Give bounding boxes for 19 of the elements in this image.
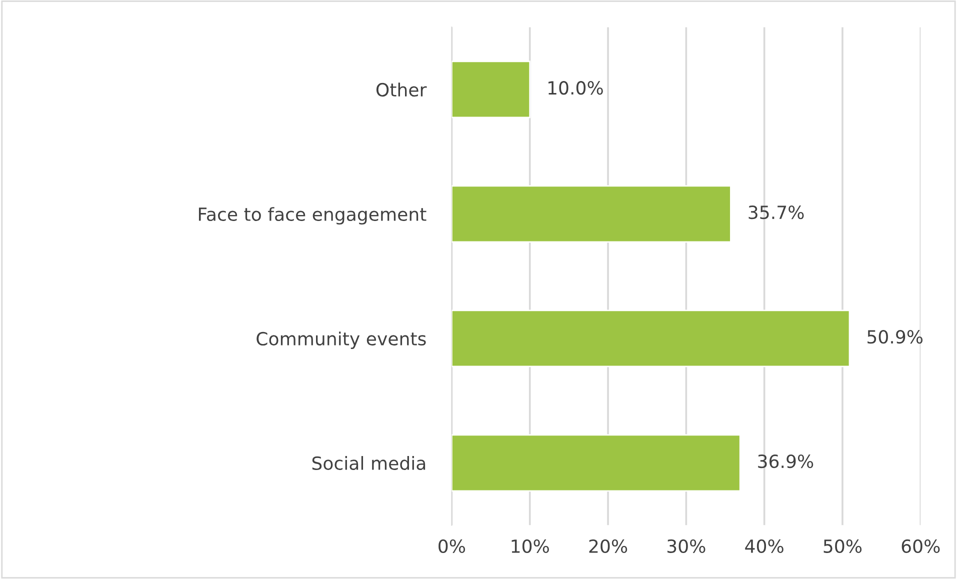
x-tick-label: 10% [512,539,549,554]
y-tick-label: Community events [256,332,426,350]
y-tick-label: Face to face engagement [198,207,426,225]
bar [452,60,531,118]
x-tick-label: 0% [438,539,466,554]
data-label: 35.7% [748,206,804,220]
data-label: 50.9% [868,330,923,344]
bar [452,434,741,492]
y-tick-label: Other [376,82,427,97]
y-tick-label: Social media [312,456,426,470]
bar [452,310,850,368]
x-tick-label: 30% [667,539,706,554]
data-label: 10.0% [548,81,603,95]
x-tick-label: 40% [745,539,784,554]
x-tick-label: 50% [824,539,862,554]
data-label: 36.9% [758,454,814,468]
bar [452,185,732,243]
x-tick-label: 20% [589,539,628,554]
x-tick-label: 60% [902,539,940,554]
